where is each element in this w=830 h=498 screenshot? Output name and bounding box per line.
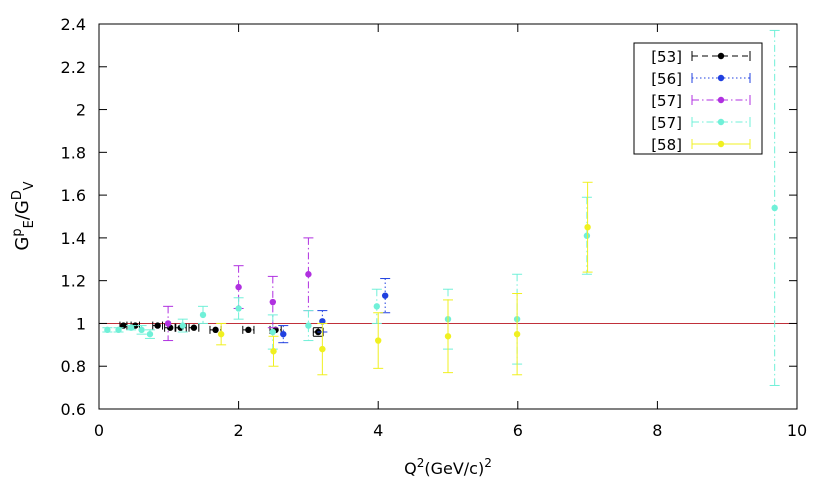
data-point <box>513 330 521 338</box>
y-label-sub1: E <box>22 220 37 228</box>
data-point <box>305 271 312 278</box>
y-tick-label: 0.8 <box>61 357 86 376</box>
x-label-mid: (GeV/c) <box>424 459 484 478</box>
legend-marker <box>717 140 725 148</box>
legend-box <box>633 42 763 155</box>
data-point <box>270 348 277 355</box>
x-label-base: Q <box>404 459 417 478</box>
axis-layer: 0 2 4 6 8 10 0.6 0.8 1 1.2 1.4 1.6 1.8 2 2.2 2.4 <box>61 15 808 440</box>
x-label-sup2: 2 <box>484 456 492 470</box>
x-axis-label: Q2(GeV/c)2 <box>404 456 492 478</box>
legend-marker <box>717 118 725 126</box>
legend-marker <box>717 52 725 60</box>
series-2 <box>278 278 391 344</box>
x-tick-label: 6 <box>513 421 523 440</box>
data-point <box>120 322 127 329</box>
data-point <box>115 326 122 334</box>
data-point <box>269 328 277 336</box>
data-point <box>319 345 326 353</box>
y-label-sup1: p <box>10 228 25 236</box>
legend-label: [57] <box>651 114 682 132</box>
data-point <box>164 320 172 327</box>
legend-label: [57] <box>651 92 682 110</box>
y-tick-label: 1.4 <box>61 229 86 248</box>
y-label-mid: /G <box>12 200 33 220</box>
data-point <box>319 318 326 325</box>
x-tick-label: 2 <box>234 421 244 440</box>
legend-label: [56] <box>651 70 682 88</box>
legend-marker <box>717 96 725 104</box>
data-point <box>235 283 242 291</box>
x-tick-label: 0 <box>94 421 104 440</box>
data-point <box>190 324 198 331</box>
data-point <box>381 292 389 299</box>
data-point <box>127 324 135 331</box>
data-point <box>771 204 778 212</box>
legend: [53] [56] [57] [57] [58] <box>633 42 763 155</box>
data-point <box>584 223 591 231</box>
y-tick-label: 1.2 <box>61 272 86 291</box>
x-tick-label: 10 <box>787 421 807 440</box>
y-tick-label: 1.6 <box>61 186 86 205</box>
y-tick-label: 2.2 <box>61 58 86 77</box>
data-point <box>138 326 145 334</box>
data-point <box>235 305 242 312</box>
y-label-sup2: D <box>10 190 25 200</box>
y-axis-label: GpE/GDV <box>10 181 37 250</box>
y-tick-label: 0.6 <box>61 400 86 419</box>
legend-marker <box>717 74 725 82</box>
plot-frame <box>98 23 798 410</box>
data-point <box>280 330 287 338</box>
data-point <box>199 311 207 319</box>
data-point <box>104 326 111 334</box>
y-tick-label: 1 <box>76 314 86 333</box>
data-point <box>305 322 312 329</box>
series-4 <box>102 29 780 386</box>
legend-label: [53] <box>651 48 682 66</box>
data-point <box>583 232 591 239</box>
data-point <box>179 322 186 329</box>
data-point <box>373 303 381 310</box>
x-tick-label: 4 <box>373 421 383 440</box>
data-point <box>444 333 452 340</box>
data-point <box>154 322 161 329</box>
data-point <box>217 330 225 338</box>
y-tick-label: 2 <box>76 101 86 120</box>
legend-label: [58] <box>651 136 682 154</box>
y-tick-label: 1.8 <box>61 143 86 162</box>
y-label-base: G <box>12 237 33 251</box>
y-label-sub2: V <box>22 181 37 190</box>
data-point <box>375 337 382 344</box>
data-point <box>269 298 277 306</box>
x-tick-label: 8 <box>652 421 662 440</box>
data-point <box>146 330 154 338</box>
x-label-sup1: 2 <box>417 456 425 470</box>
series-5 <box>216 181 593 376</box>
data-point <box>245 326 252 334</box>
y-tick-label: 2.4 <box>61 15 86 34</box>
data-point <box>212 326 219 334</box>
data-layer <box>102 29 780 386</box>
